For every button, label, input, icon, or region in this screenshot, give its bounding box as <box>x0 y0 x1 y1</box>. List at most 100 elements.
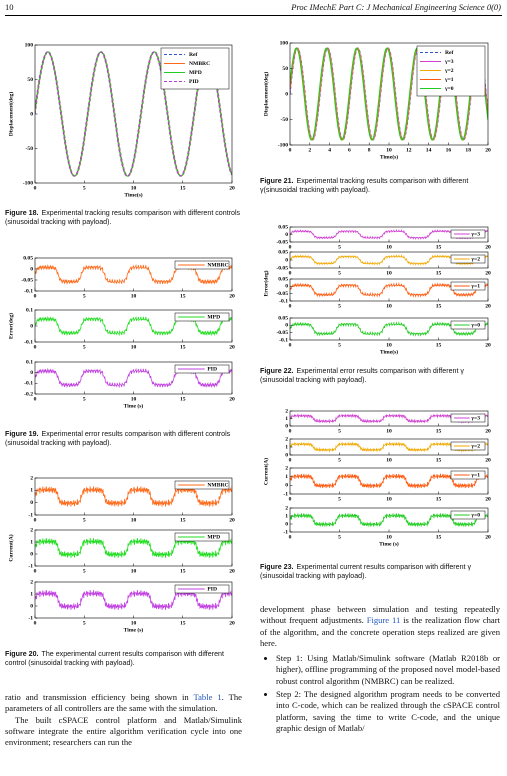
panel: 210-10 5 10 15 20γ=0 <box>283 505 491 540</box>
cross-reference: Figure 11 <box>366 615 401 626</box>
curve <box>290 321 488 337</box>
x-axis-label: Time (s) <box>124 402 144 409</box>
legend-label: γ=1 <box>444 77 454 83</box>
x-tick-label: 0 <box>34 568 37 574</box>
curves <box>290 473 488 489</box>
caption-label: Figure 22. <box>260 367 294 375</box>
caption-text: Experimental error results comparison wi… <box>260 367 464 385</box>
curve <box>35 590 232 610</box>
x-tick-label: 0 <box>34 620 37 626</box>
x-tick-label: 5 <box>338 303 341 309</box>
right-text: development phase between simulation and… <box>260 604 500 736</box>
y-axis-label: Error(deg) <box>7 313 14 339</box>
y-tick-label: 0 <box>285 423 288 429</box>
y-tick-label: 1 <box>285 474 288 480</box>
legend-label: γ=2 <box>470 443 480 449</box>
legend-label: PID <box>189 79 199 85</box>
x-tick-label: 0 <box>289 496 292 502</box>
y-tick-label: 100 <box>280 40 289 46</box>
x-tick-label: 20 <box>229 568 235 574</box>
legend-label: γ=0 <box>470 512 480 518</box>
curve <box>35 367 232 389</box>
caption-label: Figure 21. <box>260 177 294 185</box>
x-tick-label: 20 <box>229 344 235 350</box>
x-tick-label: 5 <box>338 534 341 540</box>
x-tick-label: 10 <box>386 342 392 348</box>
caption-label: Figure 19. <box>5 430 39 438</box>
y-tick-label: -0.1 <box>279 337 288 343</box>
x-tick-label: 5 <box>338 496 341 502</box>
legend-label: MPD <box>207 534 220 540</box>
curve <box>290 282 488 298</box>
x-tick-label: 20 <box>485 147 491 153</box>
y-tick-label: -0.1 <box>24 339 33 345</box>
x-tick-label: 4 <box>328 147 331 153</box>
y-tick-label: -0.2 <box>24 391 33 397</box>
x-tick-label: 10 <box>131 293 137 299</box>
x-tick-label: 2 <box>308 147 311 153</box>
x-tick-label: 20 <box>229 185 235 191</box>
y-tick-label: 0 <box>285 483 288 489</box>
caption-label: Figure 23. <box>260 563 294 571</box>
y-tick-label: -0.1 <box>24 381 33 387</box>
x-tick-label: 5 <box>338 270 341 276</box>
text-run: development phase between simulation and… <box>260 604 500 626</box>
x-tick-label: 6 <box>348 147 351 153</box>
y-tick-label: 50 <box>27 77 33 83</box>
x-tick-label: 0 <box>289 428 292 434</box>
x-tick-label: 20 <box>485 244 491 250</box>
x-tick-label: 10 <box>386 270 392 276</box>
curves <box>35 367 232 389</box>
y-tick-label: 1 <box>285 444 288 450</box>
figure-caption: Figure 21. Experimental tracking results … <box>260 177 498 196</box>
y-tick-label: 0.05 <box>23 255 33 261</box>
caption-text: Experimental current results comparison … <box>260 563 472 581</box>
x-tick-label: 5 <box>83 517 86 523</box>
x-tick-label: 15 <box>436 496 442 502</box>
x-tick-label: 15 <box>180 620 186 626</box>
x-tick-label: 20 <box>485 534 491 540</box>
y-tick-label: -100 <box>23 180 33 186</box>
y-tick-label: 1 <box>285 416 288 422</box>
legend-label: γ=2 <box>444 68 454 74</box>
x-tick-label: 15 <box>436 303 442 309</box>
x-tick-label: 0 <box>289 270 292 276</box>
x-tick-label: 0 <box>289 457 292 463</box>
text-run: The built cSPACE control platform and Ma… <box>5 714 242 748</box>
legend-label: NMBRC <box>189 61 210 67</box>
curves <box>35 263 232 285</box>
panel: 0.05 0-0.050 5 10 15 20 γ=3 <box>276 224 491 250</box>
curve <box>35 263 232 285</box>
step: Step 1: Using Matlab/Simulink software (… <box>276 653 500 687</box>
y-tick-label: 0.05 <box>278 224 288 230</box>
y-tick-label: 0.05 <box>278 276 288 282</box>
figure-caption: Figure 22. Experimental error results com… <box>260 367 498 386</box>
x-tick-label: 5 <box>83 185 86 191</box>
y-tick-label: 0 <box>30 603 33 609</box>
x-tick-label: 20 <box>229 396 235 402</box>
figure-caption: Figure 18. Experimental tracking results … <box>5 209 243 228</box>
y-tick-label: 0 <box>30 551 33 557</box>
x-tick-label: 15 <box>436 342 442 348</box>
x-tick-label: 10 <box>131 568 137 574</box>
curves <box>35 315 232 337</box>
y-axis-label: Error(deg) <box>262 270 269 296</box>
y-tick-label: -50 <box>281 117 289 123</box>
y-tick-label: -1 <box>283 491 288 497</box>
x-tick-label: 10 <box>131 517 137 523</box>
y-tick-label: 0.1 <box>26 307 33 313</box>
y-axis-label: Current(A) <box>262 458 269 485</box>
x-tick-label: 5 <box>83 568 86 574</box>
x-tick-label: 15 <box>180 568 186 574</box>
y-tick-label: 0 <box>285 323 288 329</box>
y-tick-label: 0 <box>30 500 33 506</box>
y-tick-label: -100 <box>278 142 288 148</box>
legend-label: NMBRC <box>207 262 228 268</box>
y-tick-label: 0 <box>30 370 33 376</box>
